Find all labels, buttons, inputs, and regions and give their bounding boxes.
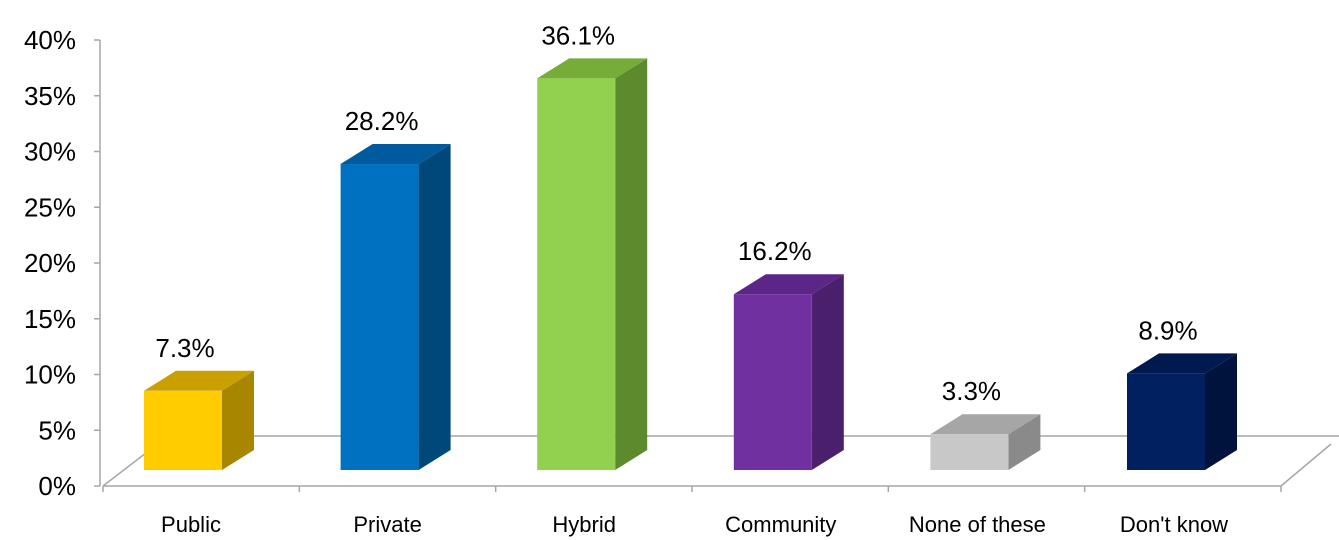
bar-front-face xyxy=(733,294,812,470)
bar-top-face xyxy=(930,414,1041,435)
category-label: Public xyxy=(161,512,221,537)
bar-5 xyxy=(930,414,1041,470)
data-label: 28.2% xyxy=(345,106,419,136)
data-label: 16.2% xyxy=(738,236,812,266)
bar-top-face xyxy=(1127,353,1237,374)
category-label: Don't know xyxy=(1120,512,1228,537)
category-label: Hybrid xyxy=(552,512,616,537)
bar-side-face xyxy=(615,58,648,470)
y-tick-label: 40% xyxy=(24,25,76,55)
y-tick-labels: 0% 5% 10% 15% 20% 25% 30% 35% 40% xyxy=(24,25,76,501)
category-label: None of these xyxy=(909,512,1046,537)
y-tick-label: 5% xyxy=(38,415,76,445)
bar-6 xyxy=(1127,353,1237,470)
bar-4 xyxy=(733,274,844,470)
bar-top-face xyxy=(733,274,844,295)
bar-side-face xyxy=(222,370,254,470)
bar-side-face xyxy=(418,144,451,470)
bars xyxy=(144,58,1237,470)
bar-top-face xyxy=(537,58,648,79)
bar-front-face xyxy=(930,434,1009,470)
bar-front-face xyxy=(537,78,616,470)
category-label: Private xyxy=(353,512,421,537)
y-tick-label: 10% xyxy=(24,360,76,390)
category-label: Community xyxy=(725,512,836,537)
data-label: 7.3% xyxy=(155,333,214,363)
bar-1 xyxy=(144,370,254,470)
y-tick-label: 0% xyxy=(38,471,76,501)
y-tick-label: 25% xyxy=(24,192,76,222)
y-tick-label: 30% xyxy=(24,137,76,167)
data-label: 36.1% xyxy=(541,20,615,50)
bar-2 xyxy=(340,144,451,470)
data-labels: 7.3% 28.2% 36.1% 16.2% 3.3% 8.9% xyxy=(155,20,1197,406)
bar-3 xyxy=(537,58,648,470)
y-tick-label: 20% xyxy=(24,248,76,278)
bar-front-face xyxy=(1127,373,1205,470)
bar-front-face xyxy=(144,390,222,470)
y-tick-label: 35% xyxy=(24,81,76,111)
category-labels: Public Private Hybrid Community None of thes… xyxy=(161,512,1228,537)
bar-side-face xyxy=(1205,353,1237,470)
bar-top-face xyxy=(144,370,254,391)
bar-top-face xyxy=(340,144,451,165)
bar-front-face xyxy=(340,164,419,470)
bar-side-face xyxy=(1008,414,1041,470)
bar-side-face xyxy=(811,274,844,470)
data-label: 8.9% xyxy=(1138,315,1197,345)
y-tick-label: 15% xyxy=(24,304,76,334)
data-label: 3.3% xyxy=(942,376,1001,406)
